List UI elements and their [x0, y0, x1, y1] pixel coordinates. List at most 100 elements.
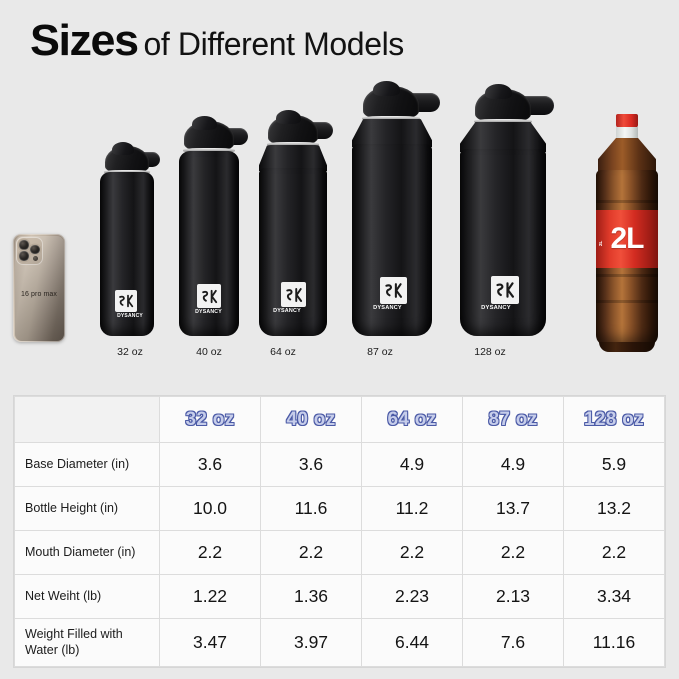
- cell-value: 13.7: [462, 486, 564, 531]
- spec-table: 32 oz 40 oz 64 oz 87 oz 128 oz Base Diam…: [14, 396, 665, 667]
- row-label: Net Weiht (lb): [14, 574, 160, 619]
- cell-value: 3.6: [260, 442, 362, 487]
- bottle-caption-40oz: 40 oz: [196, 346, 222, 358]
- cell-value: 11.16: [563, 618, 665, 667]
- bottle-body: [460, 149, 546, 336]
- column-header-label: 87 oz: [488, 408, 538, 430]
- phone-model-label: 16 pro max: [20, 291, 58, 298]
- cell-value: 2.2: [159, 530, 261, 575]
- camera-lens-icon: [19, 240, 29, 250]
- spec-table-body: Base Diameter (in) 3.6 3.6 4.9 4.9 5.9 B…: [14, 442, 665, 667]
- brand-logo-badge: [281, 282, 306, 307]
- cap-knob: [373, 81, 400, 96]
- cell-value: 4.9: [361, 442, 463, 487]
- cola-shoulder: [598, 138, 656, 172]
- cell-value: 2.2: [260, 530, 362, 575]
- spec-table-head: 32 oz 40 oz 64 oz 87 oz 128 oz: [14, 396, 665, 443]
- table-row: Mouth Diameter (in) 2.2 2.2 2.2 2.2 2.2: [14, 530, 665, 575]
- brand-name: DYSANCY: [481, 305, 511, 311]
- column-header-40oz: 40 oz: [260, 396, 362, 443]
- cell-value: 1.36: [260, 574, 362, 619]
- column-header-64oz: 64 oz: [361, 396, 463, 443]
- bottle-body: [352, 144, 432, 336]
- cell-value: 2.23: [361, 574, 463, 619]
- cell-value: 1.22: [159, 574, 261, 619]
- cap-knob: [192, 116, 217, 130]
- dysancy-monogram-icon: [201, 289, 217, 303]
- cell-value: 3.34: [563, 574, 665, 619]
- bottle-caption-128oz: 128 oz: [474, 346, 506, 358]
- dysancy-monogram-icon: [285, 287, 302, 302]
- column-header-32oz: 32 oz: [159, 396, 261, 443]
- cola-label-text: 2L: [610, 222, 644, 255]
- bottle-caption-87oz: 87 oz: [367, 346, 393, 358]
- bottle-40oz: DYSANCY 40 oz: [178, 115, 248, 358]
- iphone-reference: 16 pro max: [13, 234, 65, 342]
- bottle-32oz: DYSANCY 32 oz: [98, 138, 162, 358]
- phone-body: 16 pro max: [13, 234, 65, 342]
- cap-knob: [112, 142, 134, 155]
- cap-ring: [474, 119, 532, 124]
- cell-value: 2.2: [563, 530, 665, 575]
- bottle-shoulder: [259, 145, 327, 171]
- cap-ring: [362, 116, 420, 121]
- page-title: Sizes of Different Models: [30, 16, 650, 66]
- cell-value: 10.0: [159, 486, 261, 531]
- cola-rib: [596, 300, 658, 303]
- table-row: Weight Filled with Water (lb) 3.47 3.97 …: [14, 618, 665, 667]
- cell-value: 7.6: [462, 618, 564, 667]
- cola-rib: [596, 200, 658, 203]
- page-title-sub: of Different Models: [143, 26, 405, 62]
- table-header-row: 32 oz 40 oz 64 oz 87 oz 128 oz: [14, 396, 665, 443]
- cell-value: 11.2: [361, 486, 463, 531]
- bottle-128oz: DYSANCY 128 oz: [460, 84, 560, 358]
- cell-value: 3.97: [260, 618, 362, 667]
- cola-neck: [616, 127, 638, 139]
- cola-label: 2L 2L: [596, 210, 658, 268]
- cell-value: 6.44: [361, 618, 463, 667]
- camera-module-icon: [16, 237, 43, 265]
- bottle-shoulder: [352, 119, 432, 147]
- cell-value: 4.9: [462, 442, 564, 487]
- bottle-64oz: DYSANCY 64 oz: [258, 110, 338, 358]
- cell-value: 2.2: [361, 530, 463, 575]
- cell-value: 5.9: [563, 442, 665, 487]
- bottle-caption-64oz: 64 oz: [270, 346, 296, 358]
- row-label: Mouth Diameter (in): [14, 530, 160, 575]
- camera-lens-icon: [19, 251, 29, 261]
- brand-logo-badge: [380, 277, 407, 304]
- dysancy-monogram-icon: [385, 283, 403, 298]
- camera-flash-icon: [32, 256, 38, 261]
- product-lineup: 16 pro max DYSANCY 32 oz: [0, 80, 679, 360]
- table-corner-cell: [14, 396, 160, 443]
- column-header-128oz: 128 oz: [563, 396, 665, 443]
- cell-value: 2.13: [462, 574, 564, 619]
- row-label: Weight Filled with Water (lb): [14, 618, 160, 667]
- brand-name: DYSANCY: [117, 313, 143, 319]
- spec-table-wrapper: 32 oz 40 oz 64 oz 87 oz 128 oz Base Diam…: [14, 396, 665, 667]
- column-header-87oz: 87 oz: [462, 396, 564, 443]
- brand-name: DYSANCY: [273, 308, 301, 314]
- cell-value: 3.6: [159, 442, 261, 487]
- cap-knob: [485, 84, 512, 99]
- cola-base: [599, 342, 655, 352]
- cola-cap: [616, 114, 638, 128]
- brand-name: DYSANCY: [195, 309, 222, 315]
- cell-value: 11.6: [260, 486, 362, 531]
- cola-rib: [596, 274, 658, 277]
- page-title-main: Sizes: [30, 16, 139, 65]
- column-header-label: 40 oz: [286, 408, 336, 430]
- dysancy-monogram-icon: [496, 282, 514, 298]
- cap-ring: [267, 142, 319, 147]
- cola-label-side-text: 2L: [598, 240, 603, 246]
- cap-ring: [183, 148, 235, 153]
- table-row: Net Weiht (lb) 1.22 1.36 2.23 2.13 3.34: [14, 574, 665, 619]
- cell-value: 3.47: [159, 618, 261, 667]
- bottle-87oz: DYSANCY 87 oz: [352, 81, 448, 358]
- column-header-label: 128 oz: [584, 408, 644, 430]
- brand-logo-badge: [197, 284, 221, 308]
- bottle-caption-32oz: 32 oz: [117, 346, 143, 358]
- brand-logo-badge: [491, 276, 519, 304]
- dysancy-monogram-icon: [119, 294, 134, 308]
